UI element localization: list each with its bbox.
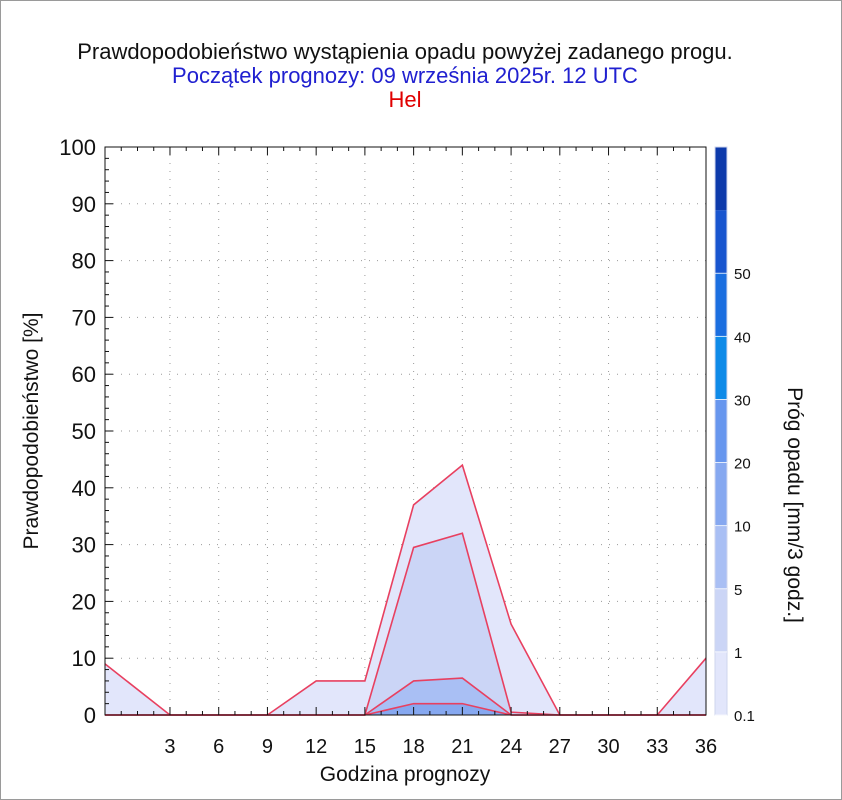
y-tick-label: 10 [72,646,96,671]
colorbar-tick-label: 0.1 [734,708,755,725]
x-tick-label: 3 [164,736,175,758]
y-tick-label: 30 [72,533,96,558]
y-tick-label: 90 [72,192,96,217]
x-tick-label: 33 [646,736,668,758]
y-tick-label: 70 [72,305,96,330]
x-tick-label: 9 [262,736,273,758]
station-name: Hel [388,87,422,112]
colorbar-band [715,399,727,463]
x-tick-label: 21 [451,736,473,758]
x-tick-label: 36 [695,736,717,758]
colorbar-band [715,210,727,274]
area-threshold-1 [105,533,706,715]
y-tick-label: 50 [72,419,96,444]
x-tick-label: 27 [549,736,571,758]
colorbar-tick-label: 10 [734,519,751,536]
probability-areas [104,463,707,716]
colorbar-band [715,651,727,715]
colorbar-tick-label: 1 [734,645,742,662]
x-tick-label: 6 [213,736,224,758]
colorbar-tick-label: 5 [734,582,742,599]
y-tick-label: 80 [72,249,96,274]
y-tick-label: 100 [59,135,96,160]
colorbar-band [715,147,727,211]
colorbar-band [715,462,727,526]
colorbar-band [715,273,727,337]
colorbar-tick-label: 30 [734,392,751,409]
x-tick-label: 18 [402,736,424,758]
y-tick-label: 20 [72,589,96,614]
x-axis-label: Godzina prognozy [320,763,491,786]
colorbar-band [715,588,727,652]
chart-title: Prawdopodobieństwo wystąpienia opadu pow… [77,39,733,64]
x-tick-label: 24 [500,736,522,758]
colorbar-tick-label: 40 [734,329,751,346]
x-tick-label: 12 [305,736,327,758]
y-axis-ticks: 0 10 20 30 40 50 60 70 80 90 100 [59,135,96,728]
colorbar: 0.1 1 5 10 20 30 40 50 [714,146,755,725]
colorbar-band [715,525,727,589]
colorbar-tick-label: 20 [734,456,751,473]
x-tick-label: 15 [354,736,376,758]
y-axis-label: Prawdopodobieństwo [%] [20,313,43,550]
colorbar-tick-label: 50 [734,266,751,283]
colorbar-label: Próg opadu [mm/3 godz.] [783,387,806,623]
y-tick-label: 0 [84,703,96,728]
x-axis-ticks: 3 6 9 12 15 18 21 24 27 30 33 36 [164,736,717,758]
axes [104,146,707,716]
chart-subtitle: Początek prognozy: 09 września 2025r. 12… [172,63,638,88]
area-threshold-5 [105,678,706,715]
colorbar-band [715,336,727,400]
area-threshold-10 [105,703,706,715]
x-tick-label: 30 [597,736,619,758]
y-tick-label: 60 [72,362,96,387]
title-block: Prawdopodobieństwo wystąpienia opadu pow… [0,40,810,112]
y-tick-label: 40 [72,476,96,501]
